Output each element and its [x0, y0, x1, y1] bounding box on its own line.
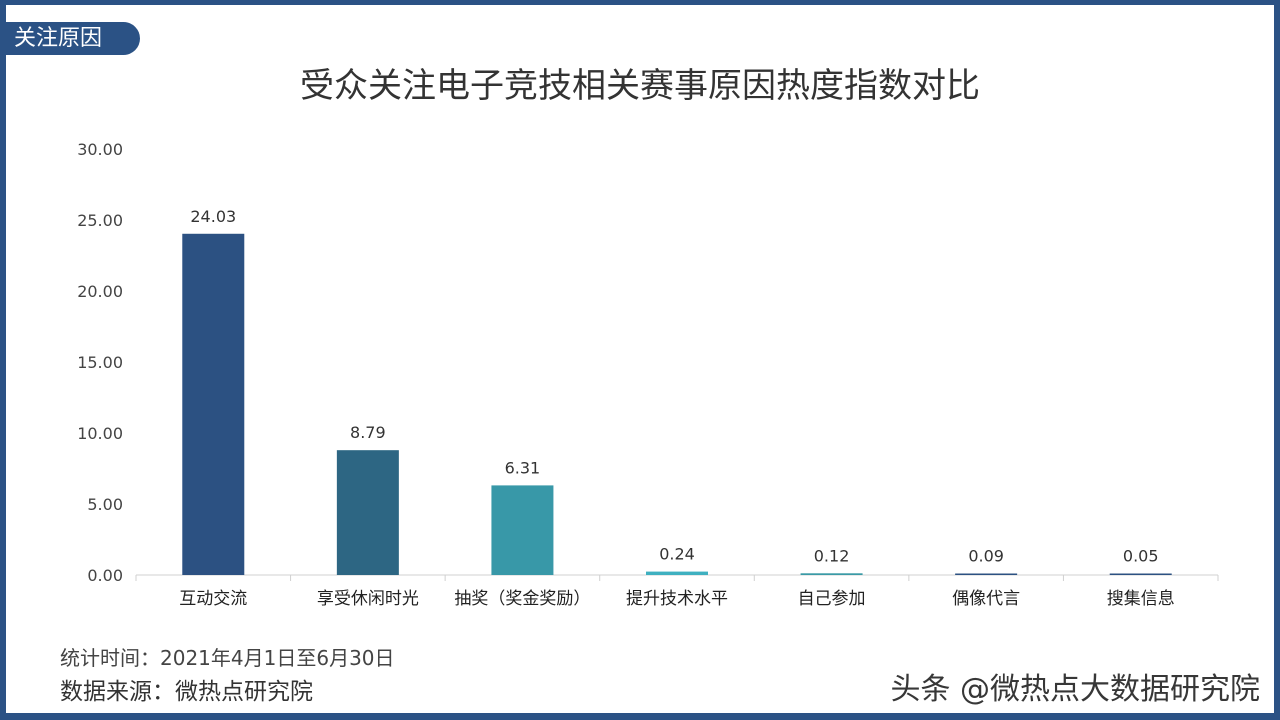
chart-title: 受众关注电子竞技相关赛事原因热度指数对比 [300, 66, 980, 106]
y-tick-label: 20.00 [77, 282, 123, 301]
category-label: 提升技术水平 [626, 589, 728, 609]
bar [491, 485, 554, 575]
data-label: 0.09 [968, 547, 1004, 566]
data-label: 0.05 [1123, 547, 1159, 566]
bar [1109, 573, 1172, 575]
category-label: 搜集信息 [1107, 589, 1175, 609]
data-label: 8.79 [350, 423, 386, 442]
section-tag: 关注原因 [0, 22, 140, 55]
bar [182, 233, 245, 576]
category-label: 偶像代言 [952, 589, 1020, 609]
data-label: 0.24 [659, 545, 695, 564]
bar [646, 571, 708, 575]
y-tick-label: 15.00 [77, 353, 123, 372]
y-tick-label: 0.00 [87, 566, 123, 585]
bar [800, 573, 863, 575]
statistics-period: 统计时间：2021年4月1日至6月30日 [60, 646, 395, 670]
category-label: 自己参加 [798, 589, 866, 609]
data-label: 0.12 [814, 546, 850, 565]
data-label: 24.03 [190, 207, 236, 226]
category-label: 享受休闲时光 [317, 589, 419, 609]
y-tick-label: 25.00 [77, 211, 123, 230]
watermark: 头条 @微热点大数据研究院 [890, 672, 1260, 707]
y-tick-label: 30.00 [77, 140, 123, 159]
category-label: 抽奖（奖金奖励） [454, 589, 590, 609]
y-tick-label: 10.00 [77, 424, 123, 443]
data-label: 6.31 [505, 458, 541, 477]
data-source: 数据来源：微热点研究院 [60, 679, 313, 705]
bar [336, 450, 399, 575]
category-label: 互动交流 [179, 589, 247, 609]
bar [955, 573, 1018, 575]
y-tick-label: 5.00 [87, 495, 123, 514]
